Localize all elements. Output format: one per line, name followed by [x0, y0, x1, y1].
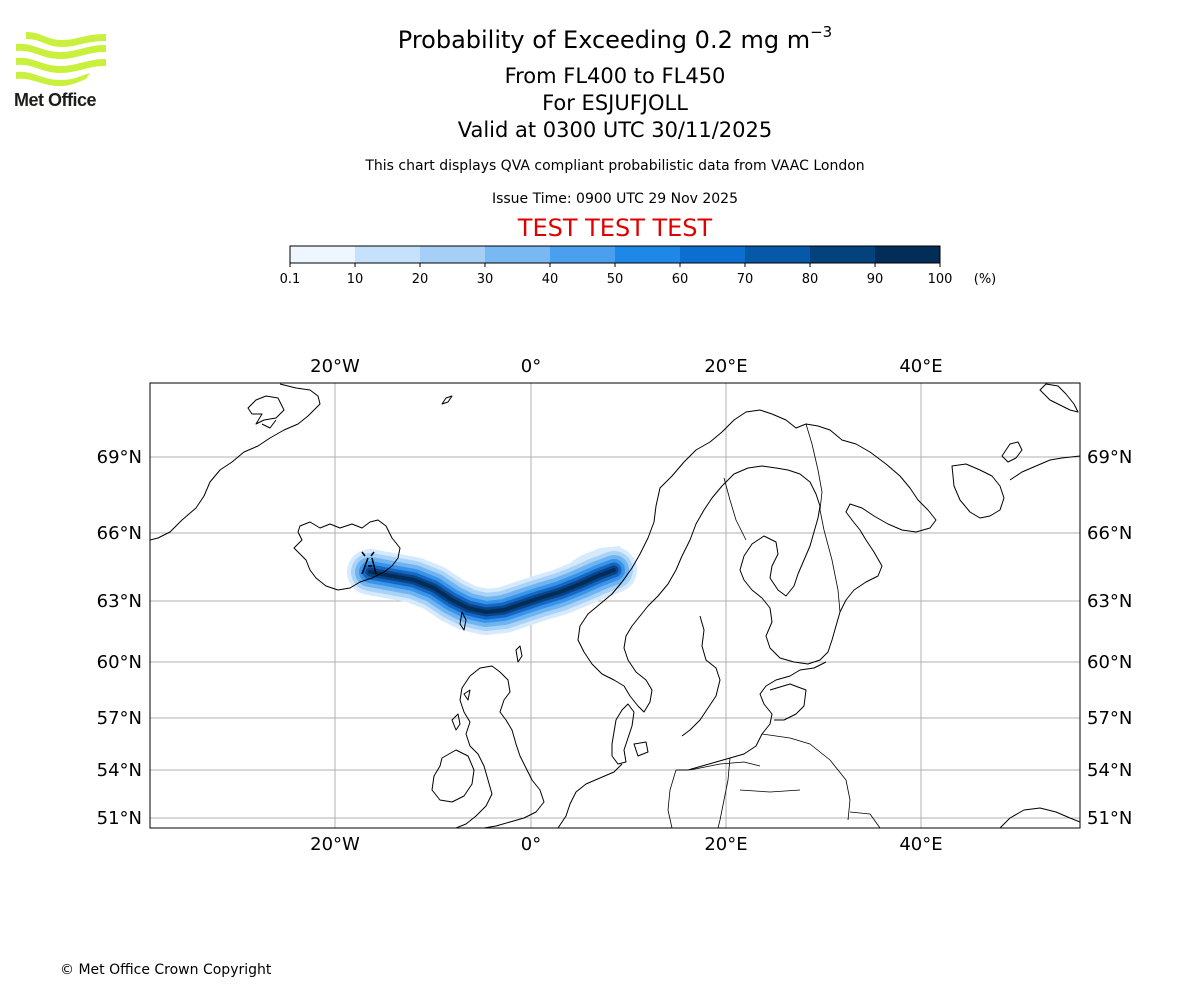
colorbar-tick-label: 20: [412, 272, 429, 287]
lat-label: 54°N: [1087, 760, 1132, 781]
colorbar-cell: [290, 246, 356, 263]
colorbar-tick-label: 70: [737, 272, 754, 287]
lat-label: 69°N: [97, 447, 142, 468]
lat-label: 69°N: [1087, 447, 1132, 468]
lat-label: 60°N: [97, 652, 142, 673]
lat-label: 63°N: [97, 591, 142, 612]
colorbar-cell: [420, 246, 486, 263]
chart-title: Probability of Exceeding 0.2 mg m−3: [0, 23, 1200, 54]
ash-plume: [347, 546, 637, 635]
title-exponent: −3: [810, 23, 833, 41]
volcano-marker-icon: [361, 551, 377, 575]
coastlines: [150, 383, 1080, 828]
colorbar-tick-label: 90: [867, 272, 884, 287]
colorbar-tick-label: 30: [477, 272, 494, 287]
plume-band: [368, 568, 616, 614]
valid-time: Valid at 0300 UTC 30/11/2025: [457, 118, 773, 142]
met-office-logo-text: Met Office: [14, 90, 97, 110]
colorbar-tick-label: 0.1: [280, 272, 301, 287]
title-text: Probability of Exceeding 0.2 mg m: [397, 26, 811, 54]
met-office-logo: Met Office: [14, 30, 109, 112]
volcano-name: For ESJUFJOLL: [542, 91, 688, 115]
colorbar-unit: (%): [974, 272, 997, 287]
colorbar-cell: [615, 246, 681, 263]
lat-labels-right: 69°N 66°N 63°N 60°N 57°N 54°N 51°N: [1087, 447, 1132, 829]
colorbar-cell: [355, 246, 421, 263]
map-gridlines: [150, 383, 1080, 828]
lat-label: 63°N: [1087, 591, 1132, 612]
colorbar-cell: [810, 246, 876, 263]
lat-label: 54°N: [97, 760, 142, 781]
lat-label: 57°N: [97, 708, 142, 729]
colorbar-cell: [745, 246, 811, 263]
colorbar: 0.1 10 20 30 40 50 60 70 80 90 100 (%): [280, 245, 997, 287]
lat-label: 66°N: [97, 523, 142, 544]
map-frame: [149, 382, 1081, 829]
lon-labels-bottom: 20°W 0° 20°E 40°E: [310, 834, 942, 855]
colorbar-tick-label: 80: [802, 272, 819, 287]
colorbar-tick-label: 100: [928, 272, 953, 287]
colorbar-tick-label: 10: [347, 272, 364, 287]
lon-label: 40°E: [899, 356, 942, 377]
colorbar-tick-label: 40: [542, 272, 559, 287]
lat-label: 51°N: [97, 808, 142, 829]
copyright-footer: © Met Office Crown Copyright: [60, 962, 272, 978]
lon-label: 40°E: [899, 834, 942, 855]
colorbar-cell: [875, 246, 941, 263]
lon-label: 20°W: [310, 834, 360, 855]
met-office-waves-icon: [16, 32, 106, 86]
lat-labels-left: 69°N 66°N 63°N 60°N 57°N 54°N 51°N: [97, 447, 142, 829]
lat-label: 66°N: [1087, 523, 1132, 544]
issue-time: Issue Time: 0900 UTC 29 Nov 2025: [491, 191, 739, 207]
colorbar-cell: [485, 246, 551, 263]
lon-label: 20°E: [704, 356, 747, 377]
lat-label: 60°N: [1087, 652, 1132, 673]
colorbar-tick-label: 50: [607, 272, 624, 287]
colorbar-tick-label: 60: [672, 272, 689, 287]
disclaimer-text: This chart displays QVA compliant probab…: [365, 158, 865, 174]
lon-label: 0°: [521, 356, 541, 377]
lon-label: 20°W: [310, 356, 360, 377]
lat-label: 57°N: [1087, 708, 1132, 729]
level-range: From FL400 to FL450: [504, 64, 726, 88]
lon-label: 20°E: [704, 834, 747, 855]
colorbar-cell: [550, 246, 616, 263]
test-banner: TEST TEST TEST: [517, 214, 713, 242]
colorbar-cell: [680, 246, 746, 263]
lat-label: 51°N: [1087, 808, 1132, 829]
lon-labels-top: 20°W 0° 20°E 40°E: [310, 356, 942, 377]
lon-label: 0°: [521, 834, 541, 855]
